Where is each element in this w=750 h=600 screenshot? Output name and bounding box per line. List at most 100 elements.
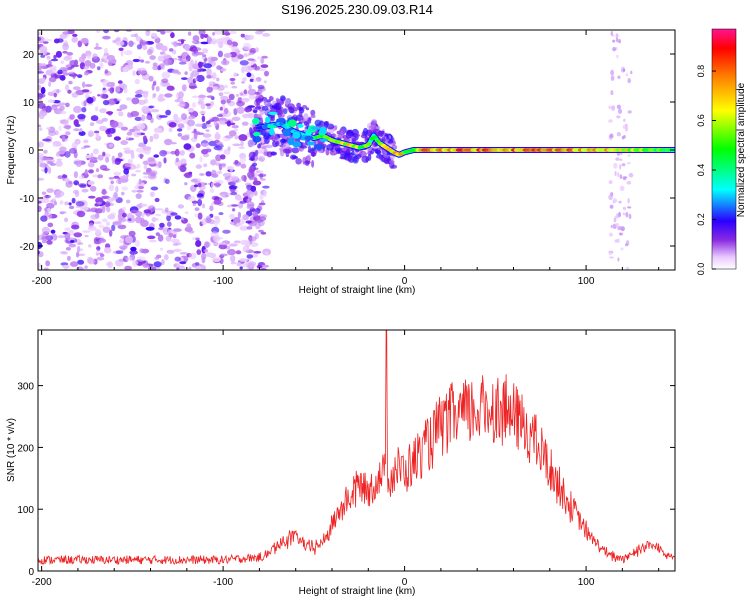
noise-blob (260, 57, 265, 64)
noise-blob (81, 188, 89, 193)
noise-blob (362, 152, 366, 157)
noise-blob (77, 74, 83, 78)
noise-blob (55, 50, 63, 58)
noise-blob (62, 174, 68, 178)
noise-blob (621, 136, 625, 140)
noise-blob (135, 36, 142, 42)
noise-blob (196, 249, 202, 256)
noise-blob (87, 257, 96, 265)
noise-blob (314, 119, 322, 127)
noise-blob (283, 108, 288, 115)
signal-blob (282, 128, 291, 137)
noise-blob (96, 245, 101, 252)
noise-blob (187, 107, 194, 113)
noise-blob (211, 116, 220, 122)
noise-blob (195, 240, 202, 247)
noise-blob (376, 150, 382, 156)
noise-blob (103, 47, 109, 55)
noise-blob (83, 65, 90, 70)
noise-blob (612, 39, 616, 43)
signal-blob (292, 131, 301, 139)
noise-blob (99, 125, 108, 132)
noise-blob (220, 95, 229, 101)
noise-blob (252, 151, 256, 157)
noise-blob (217, 50, 223, 58)
noise-blob (170, 32, 175, 39)
noise-blob (38, 124, 42, 128)
noise-blob (273, 102, 282, 111)
noise-blob (147, 171, 155, 176)
noise-blob (59, 33, 68, 39)
noise-blob (137, 99, 146, 105)
spectrogram-y-label: Frequency (Hz) (6, 116, 17, 185)
noise-blob (48, 81, 52, 87)
noise-blob (126, 199, 131, 204)
noise-blob (248, 169, 253, 173)
colorbar-tick-label: 0.0 (696, 263, 706, 276)
noise-blob (200, 103, 206, 110)
noise-blob (162, 59, 169, 64)
noise-blob (233, 72, 237, 78)
noise-blob (41, 77, 46, 83)
noise-blob (68, 202, 72, 206)
noise-blob (223, 53, 232, 58)
noise-blob (55, 143, 62, 147)
noise-blob (207, 36, 213, 45)
noise-blob (205, 218, 213, 222)
noise-blob (39, 127, 43, 131)
spectrogram-x-tick-label: -100 (213, 276, 233, 287)
noise-blob (248, 172, 255, 181)
noise-blob (153, 154, 159, 158)
noise-blob (191, 102, 197, 108)
signal-blob (287, 137, 295, 146)
noise-blob (188, 65, 193, 72)
noise-blob (176, 128, 183, 132)
noise-blob (230, 81, 235, 85)
noise-blob (73, 211, 77, 215)
noise-blob (203, 63, 212, 69)
noise-blob (191, 200, 198, 204)
noise-blob (240, 239, 249, 246)
noise-blob (221, 162, 227, 168)
noise-blob (136, 256, 146, 262)
noise-blob (92, 53, 98, 60)
noise-blob (201, 115, 206, 123)
noise-blob (101, 218, 108, 223)
noise-blob (195, 237, 200, 241)
noise-blob (260, 178, 266, 181)
noise-blob (140, 42, 149, 45)
noise-blob (184, 211, 189, 214)
noise-blob (215, 154, 222, 162)
noise-blob (187, 195, 196, 202)
noise-blob (270, 151, 277, 156)
noise-blob (106, 81, 115, 88)
noise-blob (172, 234, 177, 239)
noise-blob (138, 142, 147, 148)
noise-blob (117, 80, 123, 84)
noise-blob (299, 108, 304, 111)
noise-blob (191, 40, 197, 44)
noise-blob (121, 186, 129, 191)
noise-blob (53, 38, 60, 44)
noise-blob (215, 216, 221, 224)
noise-blob (187, 31, 192, 36)
noise-blob (168, 122, 177, 128)
noise-blob (251, 253, 259, 258)
noise-blob (168, 127, 173, 133)
noise-blob (64, 178, 70, 183)
spectrogram-y-tick-label: -10 (20, 194, 35, 205)
noise-blob (257, 173, 267, 177)
noise-blob (149, 191, 155, 197)
noise-blob (83, 145, 91, 148)
noise-blob (62, 50, 68, 54)
noise-blob (126, 212, 133, 218)
noise-blob (111, 224, 116, 232)
noise-blob (58, 125, 62, 131)
noise-blob (216, 170, 223, 175)
noise-blob (609, 204, 614, 209)
noise-blob (228, 93, 235, 101)
noise-blob (96, 201, 103, 205)
noise-blob (233, 240, 241, 244)
noise-blob (68, 71, 75, 75)
noise-blob (169, 142, 177, 145)
